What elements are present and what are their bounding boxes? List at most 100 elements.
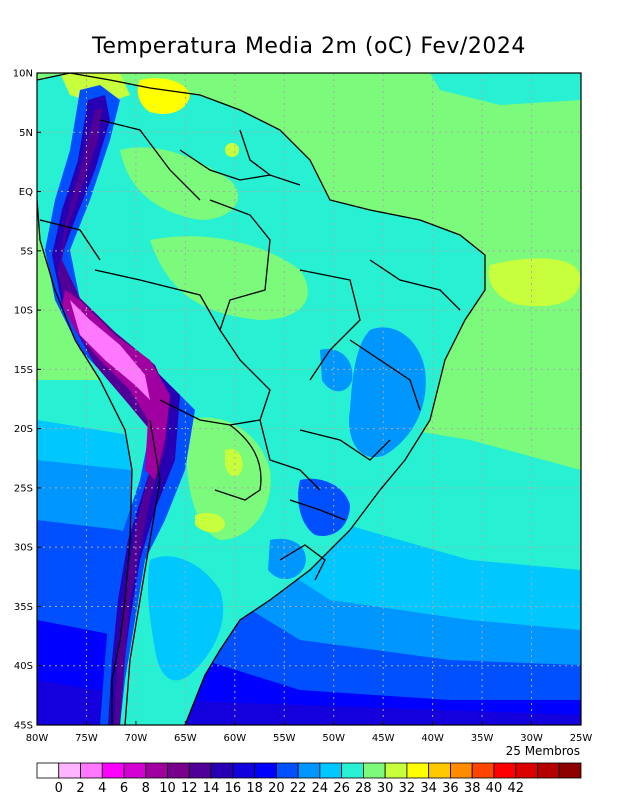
colorbar-label: 22 (290, 781, 307, 796)
graticule (37, 73, 581, 725)
colorbar-box (428, 762, 451, 779)
colorbar-label: 20 (268, 781, 285, 796)
colorbar-box (275, 762, 299, 779)
coastline (37, 73, 486, 725)
colorbar-box (123, 762, 147, 779)
lat-label: 30S (14, 543, 33, 554)
border-states-3 (349, 339, 421, 411)
lon-label: 70W (125, 733, 148, 744)
land-hottest-caribbean (137, 78, 190, 115)
colorbar-box (188, 762, 212, 779)
colorbar-label: 0 (55, 781, 63, 796)
west-coastline (37, 199, 133, 725)
colorbar-box (537, 762, 560, 779)
lon-label: 25W (570, 733, 593, 744)
colorbar-box (406, 762, 430, 779)
colorbar-labels: 0 2 4 6 8 10 12 14 16 18 20 22 24 26 28 30 32 34 36 38 40 42 (55, 781, 524, 796)
colorbar-label: 4 (98, 781, 106, 796)
border-states-2 (369, 259, 461, 311)
lon-label: 40W (421, 733, 444, 744)
colorbar-box (232, 762, 255, 779)
highland-rs (268, 538, 306, 580)
colorbar-label: 28 (355, 781, 372, 796)
colorbar-label: 10 (159, 781, 176, 796)
map-frame (36, 72, 582, 726)
latitude-labels: 10N 5N EQ 5S 10S 15S 20S 25S 30S 35S 40S 45S (13, 69, 41, 732)
land-hot-chaco (225, 448, 243, 477)
colorbar-box (80, 762, 103, 779)
colorbar-box (210, 762, 234, 779)
colorbar-label: 40 (486, 781, 503, 796)
border-ecuador (39, 219, 101, 261)
andes-band-5 (70, 300, 150, 400)
colorbar-label: 14 (203, 781, 220, 796)
colorbar-box (450, 762, 473, 779)
lat-label: 10S (14, 306, 33, 317)
continent (37, 73, 485, 725)
colorbar-box (493, 762, 517, 779)
colorbar-box (319, 762, 343, 779)
border-uruguay (279, 544, 326, 581)
colorbar-label: 38 (464, 781, 481, 796)
colorbar-box (167, 762, 190, 779)
lat-label: 25S (14, 483, 33, 494)
colorbar-box (58, 762, 81, 779)
border-brazil-west (209, 199, 321, 491)
colorbar-label: 2 (76, 781, 84, 796)
colorbar-label: 16 (225, 781, 242, 796)
borders (37, 73, 486, 725)
lat-label: 5N (19, 128, 33, 139)
lon-label: 65W (174, 733, 197, 744)
lat-label: 10N (13, 69, 33, 80)
lat-label: 5S (20, 246, 33, 257)
ocean-band-north (430, 73, 581, 105)
border-north-2 (239, 129, 271, 176)
lat-label: 35S (14, 602, 33, 613)
highland-south (298, 478, 350, 536)
colorbar-box (515, 762, 538, 779)
lon-label: 35W (471, 733, 494, 744)
longitude-labels: 80W 75W 70W 65W 60W 55W 50W 45W 40W 35W 30W 25W (26, 721, 593, 744)
colorbar-label: 26 (333, 781, 350, 796)
lat-label: EQ (19, 187, 33, 198)
land-warm-north (120, 147, 239, 220)
colorbar-box (145, 762, 168, 779)
lon-label: 75W (75, 733, 98, 744)
lon-label: 45W (372, 733, 395, 744)
border-bolivia-south (159, 399, 261, 426)
land-hot-guyana (225, 143, 239, 157)
map-title: Temperatura Media 2m (oC) Fev/2024 (92, 34, 526, 59)
lat-label: 20S (14, 424, 33, 435)
lat-label: 45S (14, 721, 33, 732)
ocean-warm-patch (488, 258, 581, 307)
patagonia-cool (147, 556, 224, 681)
colorbar-box (36, 762, 60, 779)
highland-minas (320, 349, 353, 392)
land-warm-chaco (186, 417, 271, 540)
lon-label: 60W (224, 733, 247, 744)
colorbar-box (384, 762, 408, 779)
colorbar-label: 36 (442, 781, 459, 796)
lon-label: 30W (520, 733, 543, 744)
colorbar-label: 6 (120, 781, 128, 796)
border-north-1 (179, 149, 301, 186)
colorbar-label: 18 (246, 781, 263, 796)
colorbar-label: 42 (507, 781, 524, 796)
colorbar-box (558, 762, 582, 779)
colorbar-label: 34 (420, 781, 437, 796)
border-argentina-chile (124, 419, 161, 725)
border-paraguay (214, 424, 262, 501)
colorbar-box (254, 762, 277, 779)
colorbar-box (101, 762, 125, 779)
colorbar-box (471, 762, 495, 779)
border-states-1 (299, 269, 361, 381)
colorbar-label: 24 (312, 781, 329, 796)
colorbar-box (297, 762, 321, 779)
colorbar-label: 32 (399, 781, 416, 796)
colorbar (36, 762, 582, 779)
lat-label: 15S (14, 365, 33, 376)
lon-label: 50W (322, 733, 345, 744)
colorbar-box (341, 762, 364, 779)
lat-label: 40S (14, 661, 33, 672)
